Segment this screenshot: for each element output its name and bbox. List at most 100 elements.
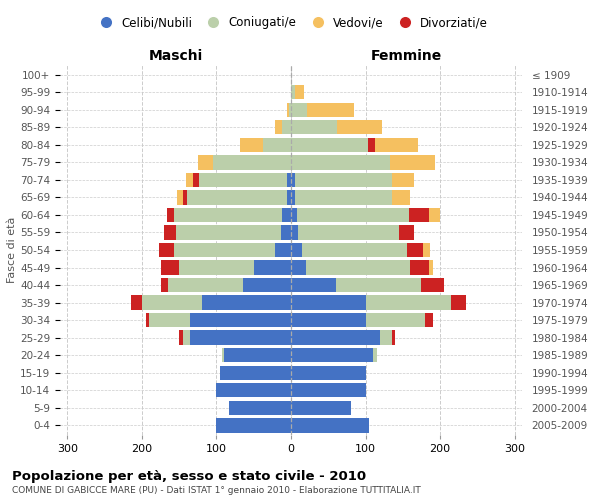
Bar	[164, 226, 176, 239]
Bar	[202, 296, 291, 310]
Bar	[291, 85, 295, 100]
Bar	[291, 278, 336, 292]
Bar	[177, 190, 183, 204]
Bar	[199, 172, 287, 187]
Bar	[224, 348, 291, 362]
Bar	[429, 208, 440, 222]
Bar	[241, 138, 263, 152]
Bar	[291, 313, 365, 328]
Bar	[183, 330, 190, 345]
Y-axis label: Fasce di età: Fasce di età	[7, 217, 17, 283]
Text: Maschi: Maschi	[148, 49, 203, 63]
Bar	[291, 418, 369, 432]
Bar	[307, 102, 353, 117]
Bar	[365, 313, 425, 328]
Bar	[287, 190, 291, 204]
Bar	[289, 102, 291, 117]
Bar	[392, 172, 414, 187]
Bar	[291, 400, 350, 415]
Bar	[161, 260, 179, 274]
Bar	[291, 120, 337, 134]
Legend: Celibi/Nubili, Coniugati/e, Vedovi/e, Divorziati/e: Celibi/Nubili, Coniugati/e, Vedovi/e, Di…	[89, 12, 493, 34]
Bar	[190, 313, 291, 328]
Bar	[242, 278, 291, 292]
Text: Femmine: Femmine	[371, 49, 442, 63]
Bar	[183, 190, 187, 204]
Bar	[263, 138, 291, 152]
Bar	[282, 120, 291, 134]
Bar	[287, 102, 289, 117]
Bar	[409, 208, 429, 222]
Bar	[291, 260, 306, 274]
Bar	[429, 260, 433, 274]
Bar	[291, 383, 365, 398]
Bar	[222, 348, 224, 362]
Bar	[174, 243, 275, 257]
Bar	[410, 260, 429, 274]
Bar	[297, 208, 409, 222]
Bar	[168, 278, 242, 292]
Bar	[176, 226, 281, 239]
Bar	[407, 243, 423, 257]
Bar	[425, 313, 433, 328]
Bar	[217, 383, 291, 398]
Bar	[291, 208, 297, 222]
Bar	[190, 330, 291, 345]
Bar	[217, 418, 291, 432]
Bar	[146, 313, 149, 328]
Bar	[373, 348, 377, 362]
Bar	[282, 208, 291, 222]
Bar	[365, 296, 451, 310]
Bar	[179, 260, 254, 274]
Bar	[392, 330, 395, 345]
Bar	[423, 243, 430, 257]
Bar	[291, 296, 365, 310]
Bar	[306, 260, 410, 274]
Bar	[451, 296, 466, 310]
Bar	[193, 172, 199, 187]
Bar	[295, 172, 392, 187]
Bar	[399, 226, 414, 239]
Bar	[186, 172, 193, 187]
Bar	[131, 296, 142, 310]
Bar	[291, 155, 390, 170]
Bar	[336, 278, 421, 292]
Text: COMUNE DI GABICCE MARE (PU) - Dati ISTAT 1° gennaio 2010 - Elaborazione TUTTITAL: COMUNE DI GABICCE MARE (PU) - Dati ISTAT…	[12, 486, 421, 495]
Bar	[421, 278, 444, 292]
Bar	[229, 400, 291, 415]
Bar	[142, 296, 202, 310]
Bar	[295, 190, 392, 204]
Bar	[287, 172, 291, 187]
Bar	[291, 243, 302, 257]
Bar	[220, 366, 291, 380]
Bar	[291, 190, 295, 204]
Bar	[275, 120, 282, 134]
Bar	[281, 226, 291, 239]
Bar	[161, 278, 168, 292]
Bar	[375, 138, 418, 152]
Bar	[392, 190, 410, 204]
Text: Popolazione per età, sesso e stato civile - 2010: Popolazione per età, sesso e stato civil…	[12, 470, 366, 483]
Bar	[380, 330, 392, 345]
Bar	[291, 138, 368, 152]
Bar	[291, 348, 373, 362]
Bar	[275, 243, 291, 257]
Bar	[295, 85, 304, 100]
Bar	[390, 155, 435, 170]
Bar	[298, 226, 399, 239]
Bar	[187, 190, 287, 204]
Bar	[337, 120, 382, 134]
Bar	[159, 243, 174, 257]
Bar	[291, 226, 298, 239]
Bar	[198, 155, 213, 170]
Bar	[179, 330, 183, 345]
Bar	[149, 313, 190, 328]
Bar	[213, 155, 291, 170]
Bar	[167, 208, 174, 222]
Bar	[302, 243, 407, 257]
Bar	[368, 138, 375, 152]
Bar	[291, 172, 295, 187]
Bar	[174, 208, 282, 222]
Bar	[291, 366, 365, 380]
Bar	[291, 102, 307, 117]
